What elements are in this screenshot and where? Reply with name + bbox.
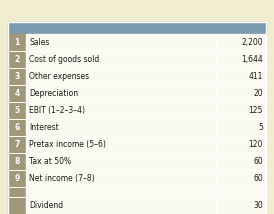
Text: 9: 9 (14, 174, 20, 183)
Text: 20: 20 (253, 89, 263, 98)
Bar (8, 102, 26, 119)
Text: 3: 3 (14, 72, 20, 81)
Bar (8, 170, 26, 187)
Text: 2: 2 (14, 55, 20, 64)
Bar (8, 136, 26, 153)
Text: 30: 30 (253, 201, 263, 210)
Bar (8, 197, 26, 214)
Bar (26, 85, 266, 102)
Bar (26, 51, 266, 68)
Bar (8, 153, 26, 170)
Text: 6: 6 (14, 123, 20, 132)
Bar (8, 85, 26, 102)
Text: 1: 1 (14, 38, 20, 47)
Text: 8: 8 (14, 157, 20, 166)
Bar (26, 187, 266, 197)
Bar (8, 68, 26, 85)
Bar (8, 119, 26, 136)
Text: 411: 411 (249, 72, 263, 81)
Text: 5: 5 (258, 123, 263, 132)
Text: 60: 60 (253, 157, 263, 166)
Text: 60: 60 (253, 174, 263, 183)
Text: 5: 5 (15, 106, 19, 115)
Bar (26, 68, 266, 85)
Bar (26, 119, 266, 136)
Bar (26, 136, 266, 153)
Text: 125: 125 (249, 106, 263, 115)
Bar (8, 51, 26, 68)
Text: 2,200: 2,200 (241, 38, 263, 47)
Text: Tax at 50%: Tax at 50% (29, 157, 71, 166)
Bar (26, 170, 266, 187)
Text: Interest: Interest (29, 123, 59, 132)
Text: Other expenses: Other expenses (29, 72, 89, 81)
Text: EBIT (1–2–3–4): EBIT (1–2–3–4) (29, 106, 85, 115)
Text: Pretax income (5–6): Pretax income (5–6) (29, 140, 106, 149)
Text: Cost of goods sold: Cost of goods sold (29, 55, 99, 64)
Text: 4: 4 (14, 89, 20, 98)
Bar (8, 187, 26, 197)
Text: Net income (7–8): Net income (7–8) (29, 174, 95, 183)
Text: Depreciation: Depreciation (29, 89, 78, 98)
Text: 1,644: 1,644 (241, 55, 263, 64)
Text: 7: 7 (14, 140, 20, 149)
Text: 120: 120 (249, 140, 263, 149)
Bar (8, 22, 266, 34)
Bar (8, 34, 26, 51)
Text: Sales: Sales (29, 38, 49, 47)
Bar (26, 34, 266, 51)
Bar (26, 102, 266, 119)
Text: Dividend: Dividend (29, 201, 63, 210)
Bar (26, 197, 266, 214)
Bar (26, 153, 266, 170)
